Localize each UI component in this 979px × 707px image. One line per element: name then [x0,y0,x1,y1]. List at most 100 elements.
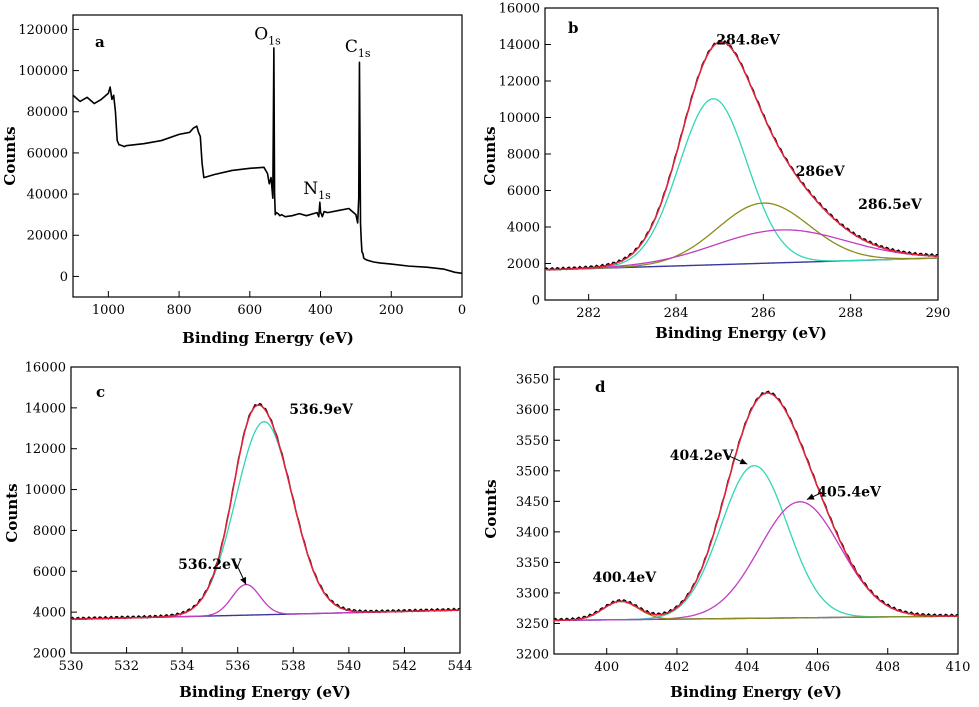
panel-a-y-tick-label: 80000 [27,105,68,120]
panel-c-plot-frame [70,366,461,654]
panel-b-fit-envelope-line [545,41,938,271]
panel-b-peak-label: 284.8eV [716,33,781,49]
panel-a-y-tick-label: 0 [60,270,68,285]
panel-c-y-tick-label: 6000 [33,565,66,580]
panel-d-raw-data-line [554,390,958,622]
panel-b-x-tick-label: 284 [664,306,689,321]
panel-a-y-tick-label: 60000 [27,146,68,161]
panel-b-y-tick-label: 12000 [499,75,540,90]
panel-c-x-tick-label: 536 [225,659,250,674]
panel-b-x-tick-label: 282 [576,306,601,321]
panel-d-y-tick-label: 3500 [516,464,549,479]
panel-a-peak-label: C1s [345,37,371,60]
panel-c-annotations: 536.9eV 536.2eV [178,402,354,585]
panel-c-raw-data-line [71,403,460,621]
panel-a-series [73,47,462,275]
panel-b-y-tick-label: 0 [532,294,540,309]
panel-d-y-tick-label: 3350 [516,556,549,571]
panel-d-y-tick-label: 3400 [516,525,549,540]
panel-a-plot-frame [72,14,463,298]
panel-a-x-axis-label: Binding Energy (eV) [182,329,354,347]
panel-b-x-tick-label: 290 [926,306,951,321]
panel-b-y-tick-label: 2000 [507,257,540,272]
panel-b-raw-data-line [545,39,938,271]
panel-d: 400 402 404 406 408 410 3200 3250 3300 3350 3400 34… [482,366,971,701]
panel-c-fit-envelope-line [71,404,460,621]
panel-a-x-tick-label: 400 [308,303,333,318]
panel-c-x-axis-label: Binding Energy (eV) [179,683,351,701]
panel-a-x-tick-label: 1000 [92,303,125,318]
panel-d-y-axis-label: Counts [482,479,500,538]
panel-b-x-tick-label: 286 [751,306,776,321]
panel-b-annotations: 284.8eV 286eV 286.5eV [716,33,923,213]
panel-b-x-tick-label: 288 [838,306,863,321]
panel-c-y-tick-label: 2000 [33,647,66,662]
panel-d-y-tick-label: 3450 [516,495,549,510]
panel-c-x-tick-label: 530 [59,659,84,674]
panel-d-x-tick-label: 408 [875,660,900,675]
panel-c-grid: 530 532 534 536 538 540 542 544 2000 4000 6000 8000… [25,361,473,675]
panel-a-peak-label: O1s [254,25,281,48]
panel-d-annotations: 404.2eV 405.4eV 400.4eV [592,448,882,586]
panel-c-x-tick-label: 534 [170,659,195,674]
panel-a-y-tick-label: 120000 [18,23,68,38]
panel-a-x-tick-label: 200 [379,303,404,318]
panel-c-x-tick-label: 532 [114,659,139,674]
panel-b-y-tick-label: 16000 [499,2,540,17]
panel-d-y-tick-label: 3300 [516,586,549,601]
panel-d-peak-label: 404.2eV [670,448,735,464]
panel-c-y-tick-label: 10000 [25,483,66,498]
panel-c-y-axis-label: Counts [3,483,21,542]
panel-a-grid: 1000 800 600 400 200 002000040000600008000010… [18,23,466,318]
panel-c-y-tick-label: 16000 [25,361,66,376]
panel-a-y-axis-label: Counts [1,126,19,185]
panel-c-annotation-arrowhead [240,576,247,585]
panel-a-y-tick-label: 40000 [27,188,68,203]
panel-c-y-tick-label: 14000 [25,401,66,416]
panel-a-x-tick-label: 800 [167,303,192,318]
panel-d-y-tick-label: 3550 [516,434,549,449]
panel-d-peak-label: 405.4eV [817,484,882,500]
panel-b-y-tick-label: 6000 [507,184,540,199]
panel-b-y-tick-label: 14000 [499,38,540,53]
panel-b: 282 284 286 288 290 0 2000 4000 6000 8000 10000 120… [481,2,950,343]
panel-b-y-axis-label: Counts [481,126,499,185]
panel-a-survey-spectrum-line [73,47,462,275]
panel-d-x-tick-label: 400 [594,660,619,675]
panel-d-component-peak-1 [554,464,958,622]
panel-c-y-tick-label: 4000 [33,606,66,621]
panel-c-label: c [96,383,105,401]
panel-b-series [545,39,938,271]
panel-d-peak-label: 400.4eV [592,570,657,586]
panel-d-annotation-arrowhead [806,493,815,500]
panel-d-x-tick-label: 404 [735,660,760,675]
panel-a-annotations: O1s C1s N1s [254,25,371,202]
panel-d-fit-envelope-line [554,392,958,622]
panel-b-y-tick-label: 4000 [507,221,540,236]
panel-c-y-tick-label: 12000 [25,442,66,457]
panel-d-x-axis-label: Binding Energy (eV) [670,683,842,701]
panel-d-y-tick-label: 3250 [516,617,549,632]
panel-d-y-tick-label: 3200 [516,648,549,663]
panel-d-x-tick-label: 410 [946,660,971,675]
panel-b-y-tick-label: 8000 [507,148,540,163]
panel-c-component-peak-1 [71,421,460,620]
panel-d-series [554,390,958,622]
panel-c-peak-label: 536.9eV [289,402,354,418]
panel-b-y-tick-label: 10000 [499,111,540,126]
panel-b-component-peak-2 [545,202,938,271]
panel-c-x-tick-label: 538 [281,659,306,674]
panel-b-plot-frame [544,7,939,301]
panel-b-label: b [568,19,579,37]
panel-a-label: a [95,33,105,51]
panel-a-peak-label: N1s [303,179,331,202]
panel-d-y-tick-label: 3600 [516,403,549,418]
panel-b-component-peak-3 [545,229,938,271]
panel-c-y-tick-label: 8000 [33,524,66,539]
panel-a-x-tick-label: 0 [458,303,466,318]
panel-c-x-tick-label: 540 [336,659,361,674]
panel-b-peak-label: 286.5eV [858,197,923,213]
panel-c-x-tick-label: 542 [392,659,417,674]
panel-d-annotation-arrowhead [739,458,748,465]
